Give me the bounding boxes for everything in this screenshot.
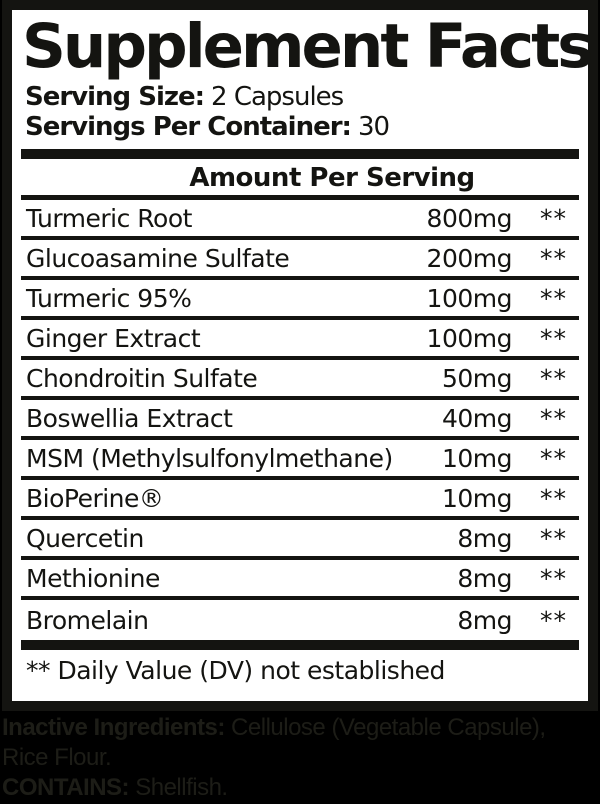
ingredient-amount: 8mg	[457, 523, 512, 553]
servings-per-container-value: 30	[357, 112, 390, 142]
ingredient-name: MSM (Methylsulfonylmethane)	[26, 443, 393, 473]
table-row: MSM (Methylsulfonylmethane) 10mg **	[21, 440, 579, 480]
ingredient-dv: **	[540, 605, 567, 635]
inactive-ingredients-line2: Rice Flour.	[2, 744, 112, 771]
ingredient-amount: 40mg	[441, 403, 513, 433]
panel-title: Supplement Facts	[22, 11, 594, 82]
ingredient-dv: **	[540, 483, 567, 513]
ingredient-name: Methionine	[26, 563, 160, 593]
servings-per-container-label: Servings Per Container:	[25, 112, 352, 142]
ingredient-amount: 8mg	[457, 605, 512, 635]
table-row: Methionine 8mg **	[21, 560, 579, 600]
table-row: BioPerine® 10mg **	[21, 480, 579, 520]
inactive-ingredients-line: Inactive Ingredients: Cellulose (Vegetab…	[2, 713, 600, 743]
table-row: Quercetin 8mg **	[21, 520, 579, 560]
inactive-ingredients-block: Inactive Ingredients: Cellulose (Vegetab…	[2, 713, 600, 803]
ingredient-name: BioPerine®	[26, 483, 164, 513]
table-row: Glucoasamine Sulfate 200mg **	[21, 240, 579, 280]
ingredient-name: Glucoasamine Sulfate	[26, 243, 290, 273]
inactive-ingredients-value: Cellulose (Vegetable Capsule),	[224, 714, 546, 741]
ingredient-amount: 200mg	[426, 243, 513, 273]
contains-label: CONTAINS:	[2, 774, 130, 801]
contains-value: Shellfish.	[129, 774, 228, 801]
amount-per-serving-header: Amount Per Serving	[189, 163, 475, 193]
table-row: Bromelain 8mg **	[21, 600, 579, 640]
ingredient-amount: 100mg	[426, 283, 513, 313]
ingredient-dv: **	[540, 563, 567, 593]
divider-bar-thick-top	[21, 149, 579, 159]
ingredient-amount: 100mg	[426, 323, 513, 353]
ingredient-dv: **	[540, 363, 567, 393]
ingredient-dv: **	[540, 243, 567, 273]
ingredient-name: Quercetin	[26, 523, 144, 553]
supplement-facts-panel: Supplement Facts Serving Size: 2 Capsules…	[2, 0, 598, 711]
table-row: Ginger Extract 100mg **	[21, 320, 579, 360]
ingredient-name: Turmeric 95%	[26, 283, 192, 313]
divider-bar-thin-header	[21, 195, 579, 200]
contains-line: CONTAINS: Shellfish.	[2, 773, 600, 803]
serving-size-value: 2 Capsules	[211, 82, 344, 112]
table-row: Boswellia Extract 40mg **	[21, 400, 579, 440]
ingredient-name: Boswellia Extract	[26, 403, 233, 433]
ingredient-dv: **	[540, 443, 567, 473]
table-row: Turmeric Root 800mg **	[21, 200, 579, 240]
daily-value-footnote: ** Daily Value (DV) not established	[26, 656, 445, 685]
ingredient-rows: Turmeric Root 800mg ** Glucoasamine Sulf…	[21, 200, 579, 640]
ingredient-amount: 10mg	[441, 443, 513, 473]
ingredient-amount: 50mg	[441, 363, 513, 393]
serving-size-line: Serving Size: 2 Capsules	[25, 82, 588, 112]
ingredient-amount: 8mg	[457, 563, 512, 593]
serving-size-label: Serving Size:	[25, 82, 205, 112]
ingredient-dv: **	[540, 323, 567, 353]
ingredient-dv: **	[540, 283, 567, 313]
ingredient-dv: **	[540, 523, 567, 553]
ingredient-name: Turmeric Root	[26, 203, 192, 233]
divider-bar-thick-bottom	[21, 640, 579, 650]
table-row: Turmeric 95% 100mg **	[21, 280, 579, 320]
ingredient-dv: **	[540, 203, 567, 233]
ingredient-amount: 800mg	[426, 203, 513, 233]
servings-per-container-line: Servings Per Container: 30	[25, 112, 588, 142]
inactive-ingredients-label: Inactive Ingredients:	[2, 714, 225, 741]
ingredient-amount: 10mg	[441, 483, 513, 513]
ingredient-name: Chondroitin Sulfate	[26, 363, 258, 393]
ingredient-name: Ginger Extract	[26, 323, 201, 353]
ingredient-name: Bromelain	[26, 605, 149, 635]
table-row: Chondroitin Sulfate 50mg **	[21, 360, 579, 400]
ingredient-dv: **	[540, 403, 567, 433]
